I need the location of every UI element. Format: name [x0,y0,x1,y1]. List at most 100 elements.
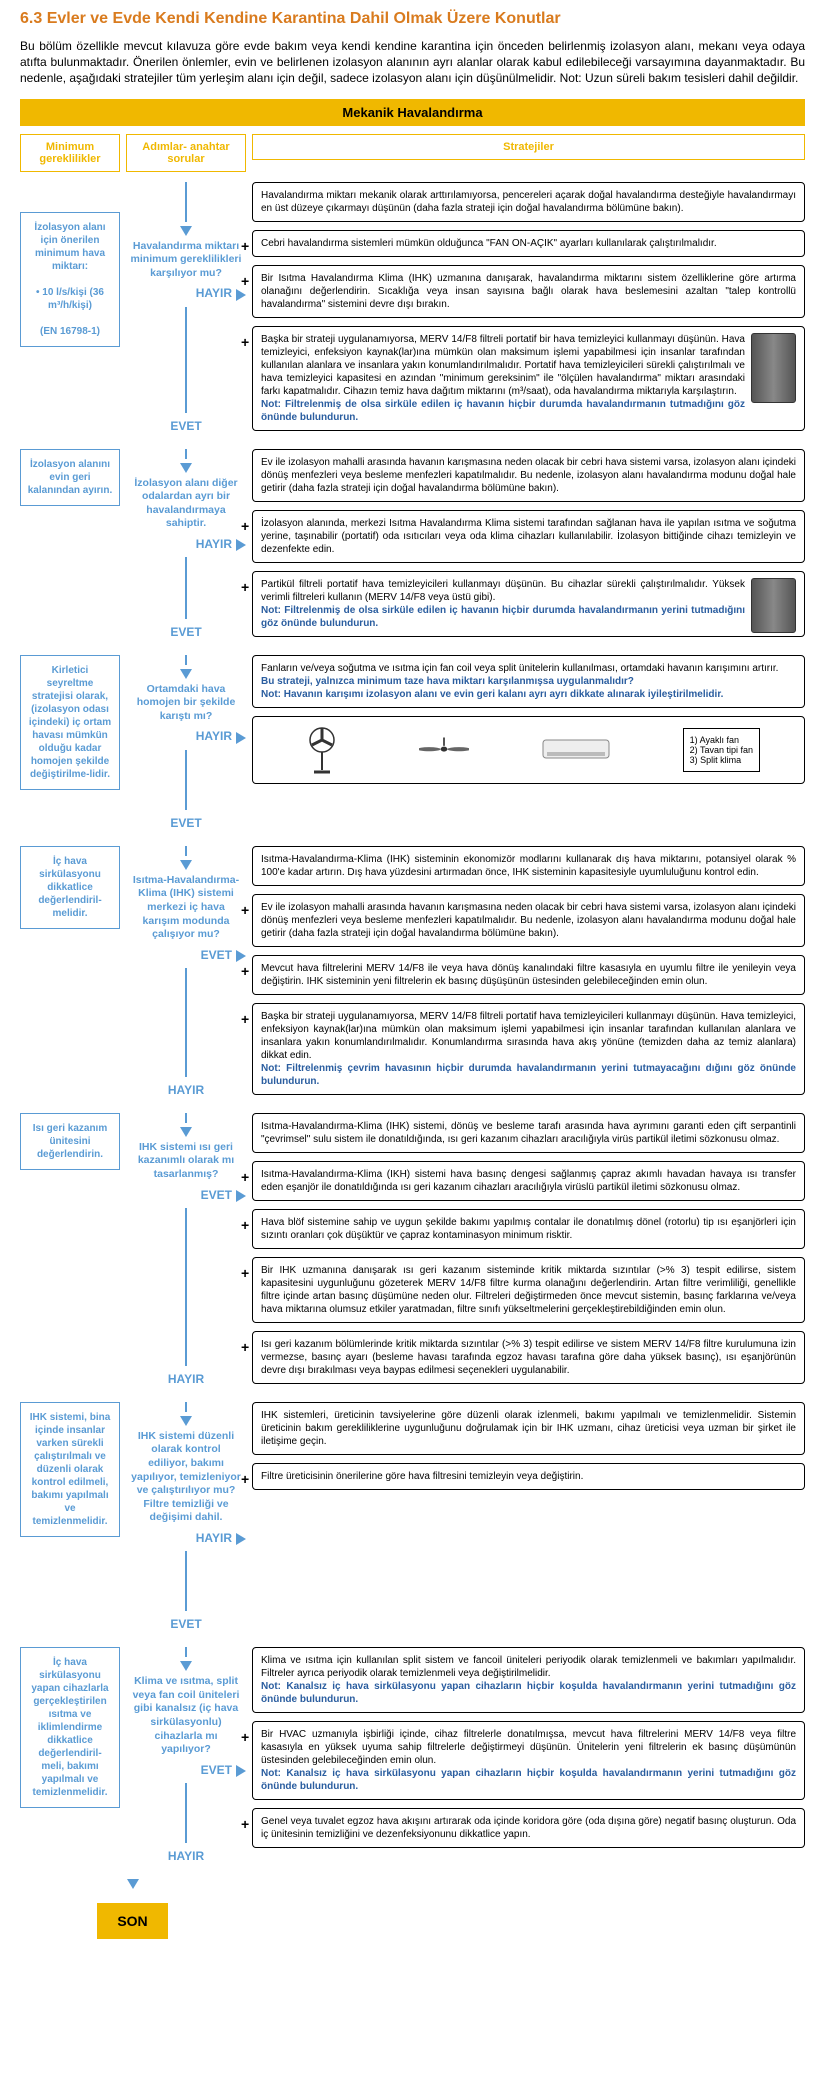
strategy-box: +Isıtma-Havalandırma-Klima (IKH) sistemi… [252,1161,805,1201]
question-box: Klima ve ısıtma, split veya fan coil üni… [126,1675,246,1757]
strategy-text: İzolasyon alanında, merkezi Isıtma Haval… [261,518,796,555]
strategy-text: Bir HVAC uzmanıyla işbirliği içinde, cih… [261,1729,796,1766]
strategy-box: Havalandırma miktarı mekanik olarak artt… [252,182,805,222]
ceiling-fan-icon [419,725,469,775]
intro-text: Bu bölüm özellikle mevcut kılavuza göre … [20,38,805,87]
device-icon [751,333,796,403]
arrow-right-icon [236,1190,246,1202]
strategy-text: Filtre üreticisinin önerilerine göre hav… [261,1471,583,1482]
arrow-right-icon [236,1533,246,1545]
answer-bottom: EVET [170,1617,201,1631]
strategy-note: Bu strateji, yalnızca minimum taze hava … [261,675,796,701]
arrow-down-icon [180,669,192,679]
question-box: IHK sistemi ısı geri kazanımlı olarak mı… [126,1141,246,1182]
answer-bottom: EVET [170,625,201,639]
plus-icon: + [241,517,249,535]
strategy-box: Fanların ve/veya soğutma ve ısıtma için … [252,655,805,708]
requirement-box: Kirletici seyreltme stratejisi olarak, (… [20,655,120,790]
arrow-right-icon [236,950,246,962]
strategy-text: Havalandırma miktarı mekanik olarak artt… [261,190,796,214]
arrow-down-icon [180,1127,192,1137]
strategy-text: Isıtma-Havalandırma-Klima (IKH) sistemi … [261,1169,796,1193]
strategy-box: Ev ile izolasyon mahalli arasında havanı… [252,449,805,502]
plus-icon: + [241,1264,249,1282]
strategy-box: +Başka bir strateji uygulanamıyorsa, MER… [252,326,805,431]
end-box: SON [97,1903,167,1939]
strategy-box: +Başka bir strateji uygulanamıyorsa, MER… [252,1003,805,1095]
plus-icon: + [241,1815,249,1833]
strategy-text: Klima ve ısıtma için kullanılan split si… [261,1655,796,1679]
plus-icon: + [241,578,249,596]
col-head-strat: Stratejiler [252,134,805,160]
strategy-text: Partikül filtreli portatif hava temizley… [261,579,745,603]
requirement-box: IHK sistemi, bina içinde insanlar varken… [20,1402,120,1537]
strategy-box: +Hava blöf sistemine sahip ve uygun şeki… [252,1209,805,1249]
strategy-note: Not: Kanalsız iç hava sirkülasyonu yapan… [261,1680,796,1706]
strategy-text: Isıtma-Havalandırma-Klima (IHK) sistemi,… [261,1121,796,1145]
strategy-text: Isıtma-Havalandırma-Klima (IHK) sistemin… [261,854,796,878]
requirement-box: İç hava sirkülasyonu yapan cihazlarla ge… [20,1647,120,1808]
arrow-down-icon [180,1416,192,1426]
strategy-box: +Partikül filtreli portatif hava temizle… [252,571,805,637]
strategy-text: IHK sistemleri, üreticinin tavsiyelerine… [261,1410,796,1447]
arrow-right-icon [236,1765,246,1777]
plus-icon: + [241,1216,249,1234]
answer-top: EVET [201,948,232,962]
arrow-down-icon [180,1661,192,1671]
answer-top: HAYIR [196,537,232,551]
strategy-note: Not: Filtrelenmiş de olsa sirküle edilen… [261,398,796,424]
strategy-text: Başka bir strateji uygulanamıyorsa, MERV… [261,334,745,397]
arrow-right-icon [236,289,246,301]
strategy-box: Isıtma-Havalandırma-Klima (IHK) sistemi,… [252,1113,805,1153]
strategy-text: Isı geri kazanım bölümlerinde kritik mik… [261,1339,796,1376]
plus-icon: + [241,1470,249,1488]
arrow-right-icon [236,539,246,551]
strategy-text: Başka bir strateji uygulanamıyorsa, MERV… [261,1011,796,1061]
arrow-down-icon [180,226,192,236]
strategy-text: Bir IHK uzmanına danışarak ısı geri kaza… [261,1265,796,1315]
arrow-down-icon [180,860,192,870]
plus-icon: + [241,1010,249,1028]
strategy-text: Fanların ve/veya soğutma ve ısıtma için … [261,663,778,674]
plus-icon: + [241,901,249,919]
answer-top: EVET [201,1188,232,1202]
requirement-box: İç hava sirkülasyonu dikkatlice değerlen… [20,846,120,929]
page-title: 6.3 Evler ve Evde Kendi Kendine Karantin… [20,10,805,28]
strategy-box: +Mevcut hava filtrelerini MERV 14/F8 ile… [252,955,805,995]
question-box: İzolasyon alanı diğer odalardan ayrı bir… [126,477,246,532]
header-bar: Mekanik Havalandırma [20,99,805,126]
strategy-box: +Isı geri kazanım bölümlerinde kritik mi… [252,1331,805,1384]
arrow-right-icon [236,732,246,744]
col-head-req: Minimum gereklilikler [20,134,120,172]
strategy-note: Not: Filtrelenmiş de olsa sirküle edilen… [261,604,796,630]
strategy-box: +Bir HVAC uzmanıyla işbirliği içinde, ci… [252,1721,805,1800]
column-headers: Minimum gereklilikler Adımlar- anahtar s… [20,134,805,182]
strategy-text: Mevcut hava filtrelerini MERV 14/F8 ile … [261,963,796,987]
strategy-note: Not: Filtrelenmiş çevrim havasının hiçbi… [261,1062,796,1088]
split-ac-icon [541,725,611,775]
requirement-box: Isı geri kazanım ünitesini değerlendirin… [20,1113,120,1170]
strategy-text: Cebri havalandırma sistemleri mümkün old… [261,238,717,249]
question-box: IHK sistemi düzenli olarak kontrol edili… [126,1430,246,1525]
question-box: Havalandırma miktarı minimum gereklilikl… [126,240,246,281]
sections: İzolasyon alanı için önerilen minimum ha… [20,182,805,1870]
strategy-text: Ev ile izolasyon mahalli arasında havanı… [261,902,796,939]
answer-bottom: HAYIR [168,1083,204,1097]
answer-bottom: EVET [170,816,201,830]
strategy-box: +İzolasyon alanında, merkezi Isıtma Hava… [252,510,805,563]
plus-icon: + [241,1168,249,1186]
plus-icon: + [241,272,249,290]
strategy-box: +Filtre üreticisinin önerilerine göre ha… [252,1463,805,1490]
strategy-text: Ev ile izolasyon mahalli arasında havanı… [261,457,796,494]
question-box: Ortamdaki hava homojen bir şekilde karış… [126,683,246,724]
strategy-box: +Bir Isıtma Havalandırma Klima (IHK) uzm… [252,265,805,318]
answer-top: HAYIR [196,1531,232,1545]
strategy-box: Isıtma-Havalandırma-Klima (IHK) sistemin… [252,846,805,886]
plus-icon: + [241,237,249,255]
answer-bottom: HAYIR [168,1849,204,1863]
strategy-box: Klima ve ısıtma için kullanılan split si… [252,1647,805,1713]
strategy-box: +Cebri havalandırma sistemleri mümkün ol… [252,230,805,257]
strategy-box: IHK sistemleri, üreticinin tavsiyelerine… [252,1402,805,1455]
requirement-box: İzolasyon alanını evin geri kalanından a… [20,449,120,506]
arrow-down-icon [127,1879,139,1889]
